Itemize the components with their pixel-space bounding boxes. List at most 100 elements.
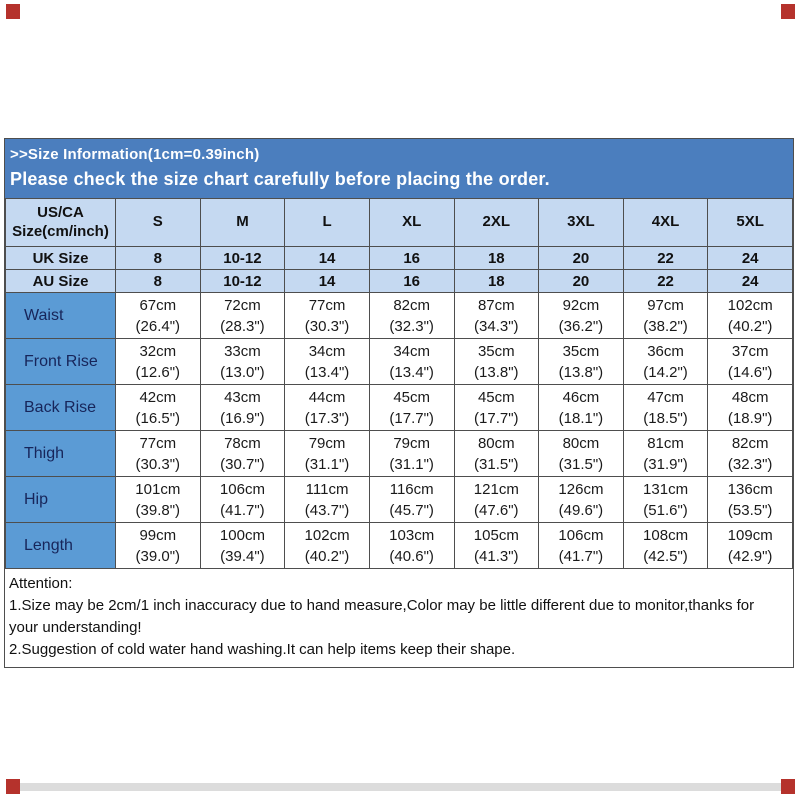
value-cm: 48cm <box>731 388 769 406</box>
value-cm: 47cm <box>647 388 684 406</box>
value-inch: (17.7") <box>474 409 519 427</box>
row-waist: Waist 67cm (26.4") 72cm (28.3") 77cm (30.3") 82… <box>5 292 793 339</box>
measurement-cell: 99cm (39.0") <box>115 522 201 569</box>
size-cell: 14 <box>284 246 370 270</box>
measurement-cell: 34cm (13.4") <box>284 338 370 385</box>
measurement-cell: 121cm (47.6") <box>453 476 540 523</box>
value-inch: (14.2") <box>643 363 688 381</box>
measurement-cell: 80cm (31.5") <box>538 430 624 477</box>
row-label: Waist <box>5 292 116 339</box>
size-cell: 20 <box>538 246 624 270</box>
measurement-cell: 108cm (42.5") <box>622 522 709 569</box>
corner-mark-top-right <box>781 4 795 19</box>
row-uk-size: UK Size 8 10-12 14 16 18 20 22 24 <box>5 246 793 270</box>
value-inch: (18.9") <box>727 409 773 427</box>
value-inch: (51.6") <box>643 501 688 519</box>
value-cm: 80cm <box>477 434 515 452</box>
size-cell: 14 <box>284 269 370 293</box>
value-cm: 101cm <box>135 480 181 498</box>
value-inch: (18.1") <box>558 409 604 427</box>
measurement-cell: 77cm (30.3") <box>115 430 201 477</box>
value-cm: 109cm <box>727 526 773 544</box>
row-label: Front Rise <box>5 338 116 385</box>
value-cm: 82cm <box>393 296 431 314</box>
value-cm: 111cm <box>305 480 349 498</box>
value-inch: (31.5") <box>474 455 519 473</box>
value-inch: (31.9") <box>643 455 688 473</box>
table-header-row: US/CA Size(cm/inch) S M L XL 2XL 3XL 4XL 5XL <box>5 198 793 247</box>
value-cm: 42cm <box>139 388 177 406</box>
measurement-cell: 106cm (41.7") <box>199 476 286 523</box>
measurement-cell: 72cm (28.3") <box>199 292 286 339</box>
value-cm: 106cm <box>219 480 265 498</box>
value-cm: 44cm <box>308 388 346 406</box>
value-inch: (30.3") <box>304 317 350 335</box>
value-cm: 99cm <box>139 526 177 544</box>
value-inch: (36.2") <box>558 317 604 335</box>
value-cm: 32cm <box>139 342 177 360</box>
value-cm: 45cm <box>393 388 431 406</box>
value-inch: (40.2") <box>727 317 773 335</box>
value-inch: (45.7") <box>389 501 434 519</box>
value-cm: 77cm <box>308 296 346 314</box>
corner-header-line2: Size(cm/inch) <box>12 222 109 240</box>
value-inch: (39.0") <box>135 547 181 565</box>
value-inch: (17.7") <box>389 409 434 427</box>
measurement-cell: 136cm (53.5") <box>707 476 793 523</box>
row-hip: Hip 101cm (39.8") 106cm (41.7") 111cm (43.7") 1… <box>5 476 793 523</box>
measurement-cell: 97cm (38.2") <box>622 292 709 339</box>
banner: >>Size Information(1cm=0.39inch) Please … <box>5 139 793 198</box>
value-inch: (13.8") <box>474 363 519 381</box>
attention-note-2: 2.Suggestion of cold water hand washing.… <box>9 641 516 658</box>
value-cm: 45cm <box>477 388 515 406</box>
value-inch: (41.7") <box>558 547 604 565</box>
value-cm: 35cm <box>562 342 600 360</box>
measurement-cell: 47cm (18.5") <box>622 384 709 431</box>
value-cm: 100cm <box>219 526 265 544</box>
measurement-cell: 37cm (14.6") <box>707 338 793 385</box>
value-inch: (53.5") <box>727 501 773 519</box>
value-cm: 35cm <box>477 342 515 360</box>
row-label: UK Size <box>5 246 116 270</box>
corner-header-line1: US/CA <box>37 203 84 221</box>
value-cm: 80cm <box>562 434 600 452</box>
value-inch: (34.3") <box>474 317 519 335</box>
measurement-cell: 131cm (51.6") <box>622 476 709 523</box>
measurement-cell: 43cm (16.9") <box>199 384 286 431</box>
column-header-3xl: 3XL <box>538 198 624 247</box>
value-cm: 103cm <box>389 526 435 544</box>
size-cell: 18 <box>453 269 540 293</box>
size-table: US/CA Size(cm/inch) S M L XL 2XL 3XL 4XL 5XL UK… <box>5 198 793 569</box>
size-cell: 10-12 <box>199 269 286 293</box>
column-header-5xl: 5XL <box>707 198 793 247</box>
value-inch: (32.3") <box>727 455 773 473</box>
measurement-cell: 35cm (13.8") <box>453 338 540 385</box>
measurement-cell: 126cm (49.6") <box>538 476 624 523</box>
value-cm: 108cm <box>643 526 689 544</box>
value-inch: (26.4") <box>135 317 181 335</box>
value-cm: 67cm <box>139 296 177 314</box>
measurement-cell: 44cm (17.3") <box>284 384 370 431</box>
column-header-m: M <box>199 198 286 247</box>
value-inch: (31.1") <box>304 455 350 473</box>
value-cm: 72cm <box>224 296 261 314</box>
measurement-cell: 100cm (39.4") <box>199 522 286 569</box>
attention-note-1: 1.Size may be 2cm/1 inch inaccuracy due … <box>9 597 755 636</box>
corner-mark-bottom-right <box>781 779 795 794</box>
row-length: Length 99cm (39.0") 100cm (39.4") 102cm (40.2"… <box>5 522 793 569</box>
value-cm: 43cm <box>224 388 261 406</box>
value-cm: 126cm <box>558 480 604 498</box>
value-inch: (13.8") <box>558 363 604 381</box>
value-cm: 79cm <box>393 434 431 452</box>
value-cm: 79cm <box>308 434 346 452</box>
measurement-cell: 46cm (18.1") <box>538 384 624 431</box>
measurement-cell: 87cm (34.3") <box>453 292 540 339</box>
measurement-cell: 101cm (39.8") <box>115 476 201 523</box>
value-cm: 136cm <box>727 480 773 498</box>
value-inch: (40.6") <box>389 547 434 565</box>
value-cm: 81cm <box>647 434 684 452</box>
size-cell: 22 <box>622 269 709 293</box>
measurement-cell: 103cm (40.6") <box>368 522 455 569</box>
value-cm: 102cm <box>304 526 350 544</box>
row-back-rise: Back Rise 42cm (16.5") 43cm (16.9") 44cm (17.3… <box>5 384 793 431</box>
